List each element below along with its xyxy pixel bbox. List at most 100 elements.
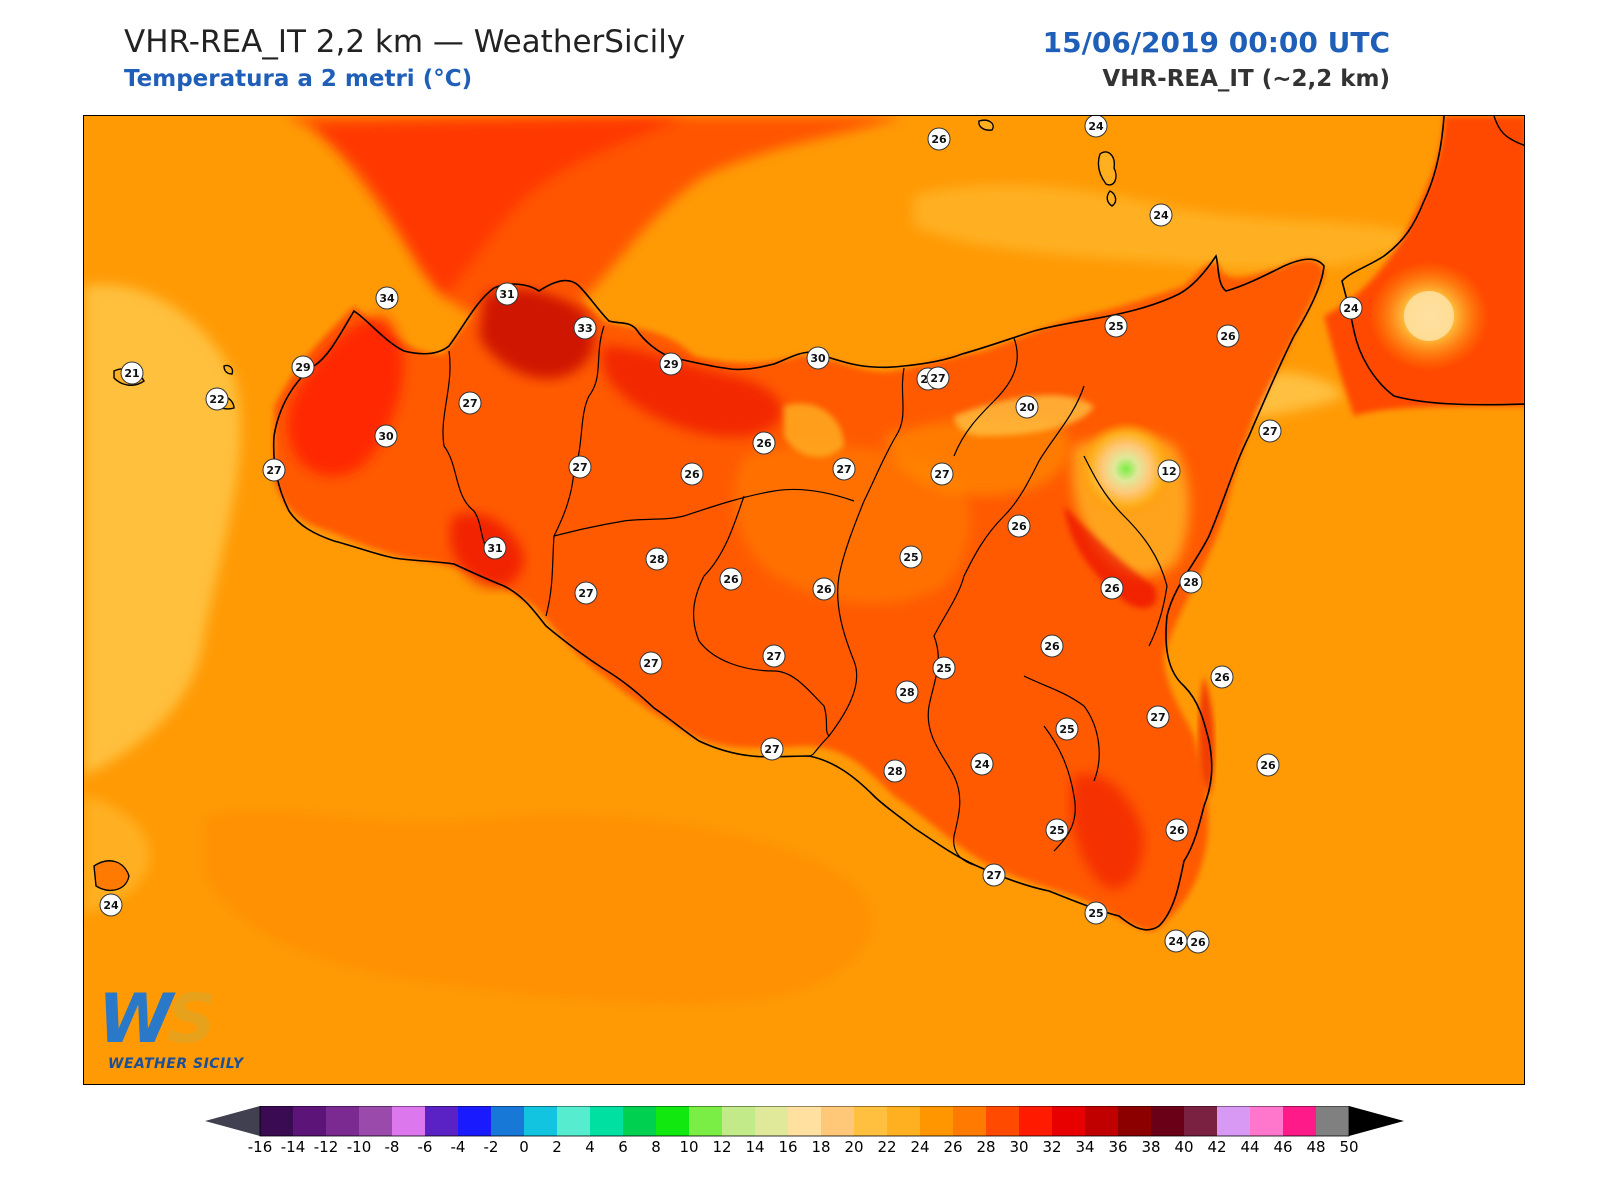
station-circle: [374, 424, 398, 448]
colorbar-segment: [1217, 1106, 1251, 1136]
station-marker[interactable]: 27: [568, 455, 592, 479]
station-circle: [1149, 203, 1173, 227]
station-value: 26: [1011, 520, 1027, 533]
station-value: 28: [1183, 576, 1198, 589]
station-marker[interactable]: 27: [926, 366, 950, 390]
colorbar-tick-label: -6: [418, 1138, 433, 1156]
station-circle: [1157, 459, 1181, 483]
station-marker[interactable]: 27: [760, 737, 784, 761]
station-marker[interactable]: 33: [573, 316, 597, 340]
station-value: 27: [578, 587, 593, 600]
station-marker[interactable]: 24: [1339, 296, 1363, 320]
station-circle: [883, 759, 907, 783]
station-value: 24: [1343, 302, 1359, 315]
station-marker[interactable]: 25: [1045, 818, 1069, 842]
station-marker[interactable]: 24: [99, 893, 123, 917]
colorbar-tick-label: 18: [811, 1138, 830, 1156]
station-marker[interactable]: 26: [719, 567, 743, 591]
station-marker[interactable]: 25: [932, 656, 956, 680]
temperature-colorbar: -16 -14 -12 -10 -8 -6 -4 -2 0 2 4 6 8 10 12 14 16 18 20 22 2…: [205, 1106, 1404, 1156]
station-circle: [899, 545, 923, 569]
station-marker[interactable]: 26: [1165, 818, 1189, 842]
station-marker[interactable]: 22: [205, 387, 229, 411]
station-marker[interactable]: 29: [291, 355, 315, 379]
station-marker[interactable]: 26: [1256, 753, 1280, 777]
station-marker[interactable]: 25: [1055, 717, 1079, 741]
station-marker[interactable]: 31: [495, 282, 519, 306]
station-marker[interactable]: 25: [1104, 314, 1128, 338]
station-marker[interactable]: 27: [574, 581, 598, 605]
colorbar-segment: [1118, 1106, 1152, 1136]
colorbar-tick-label: 44: [1240, 1138, 1259, 1156]
colorbar-segment: [491, 1106, 525, 1136]
station-marker[interactable]: 26: [1216, 324, 1240, 348]
station-value: 26: [1169, 824, 1185, 837]
station-marker[interactable]: 27: [832, 457, 856, 481]
station-marker[interactable]: 28: [645, 547, 669, 571]
station-marker[interactable]: 30: [806, 346, 830, 370]
sicily-coastline: [272, 254, 1325, 931]
station-marker[interactable]: 21: [120, 361, 144, 385]
station-marker[interactable]: 27: [982, 863, 1006, 887]
station-marker[interactable]: 30: [374, 424, 398, 448]
colorbar-tick-label: 28: [976, 1138, 995, 1156]
colorbar-tick-label: 36: [1108, 1138, 1127, 1156]
station-marker[interactable]: 26: [1100, 576, 1124, 600]
station-circle: [762, 644, 786, 668]
station-marker[interactable]: 25: [1084, 901, 1108, 925]
colorbar-frame: [259, 1106, 1350, 1137]
station-marker[interactable]: 29: [659, 352, 683, 376]
station-value: 26: [684, 468, 700, 481]
station-marker[interactable]: 25: [899, 545, 923, 569]
colorbar-tick-label: 40: [1174, 1138, 1193, 1156]
station-marker[interactable]: 27: [930, 462, 954, 486]
station-circle: [458, 391, 482, 415]
station-marker[interactable]: 26: [680, 462, 704, 486]
colorbar-tick-label: 24: [910, 1138, 929, 1156]
colorbar-segment: [689, 1106, 723, 1136]
station-marker[interactable]: 28: [1179, 570, 1203, 594]
station-marker[interactable]: 27: [458, 391, 482, 415]
station-marker[interactable]: 24: [1084, 116, 1108, 138]
station-marker[interactable]: 27: [1146, 705, 1170, 729]
station-marker[interactable]: 26: [927, 127, 951, 151]
station-marker[interactable]: 27: [639, 651, 663, 675]
station-value: 34: [379, 292, 395, 305]
station-circle: [970, 752, 994, 776]
colorbar-tick-label: 46: [1273, 1138, 1292, 1156]
station-marker[interactable]: 34: [375, 286, 399, 310]
temperature-map[interactable]: 26 24 24 24 25 26 34 31 33 29 30 27 21 22 29 27 30 27 26 27…: [83, 115, 1525, 1085]
station-marker[interactable]: 28: [895, 680, 919, 704]
station-value: 26: [816, 583, 832, 596]
station-marker[interactable]: 26: [1040, 634, 1064, 658]
station-marker[interactable]: 28: [883, 759, 907, 783]
weathersicily-logo: WS WEATHER SICILY: [98, 984, 268, 1076]
colorbar-segment: [590, 1106, 624, 1136]
station-circle: [645, 547, 669, 571]
station-circle: [1045, 818, 1069, 842]
colorbar-segment: [326, 1106, 360, 1136]
station-marker[interactable]: 12: [1157, 459, 1181, 483]
station-marker[interactable]: 20: [1015, 395, 1039, 419]
station-marker[interactable]: 26: [1186, 930, 1210, 954]
station-marker[interactable]: 26: [1007, 514, 1031, 538]
colorbar-segment: [557, 1106, 591, 1136]
station-circle: [760, 737, 784, 761]
station-marker[interactable]: 26: [812, 577, 836, 601]
colorbar-segment: [1283, 1106, 1317, 1136]
station-marker[interactable]: 27: [262, 458, 286, 482]
station-value: 27: [986, 869, 1001, 882]
station-marker[interactable]: 24: [1164, 929, 1188, 953]
logo-mark: WS: [98, 980, 216, 1059]
colorbar-segment: [1184, 1106, 1218, 1136]
station-marker[interactable]: 26: [752, 431, 776, 455]
station-marker[interactable]: 27: [1258, 419, 1282, 443]
colorbar-tick-label: 14: [745, 1138, 764, 1156]
station-value: 26: [1104, 582, 1120, 595]
station-value: 28: [649, 553, 664, 566]
station-marker[interactable]: 26: [1210, 665, 1234, 689]
station-marker[interactable]: 24: [1149, 203, 1173, 227]
station-marker[interactable]: 24: [970, 752, 994, 776]
station-marker[interactable]: 31: [483, 536, 507, 560]
station-marker[interactable]: 27: [762, 644, 786, 668]
